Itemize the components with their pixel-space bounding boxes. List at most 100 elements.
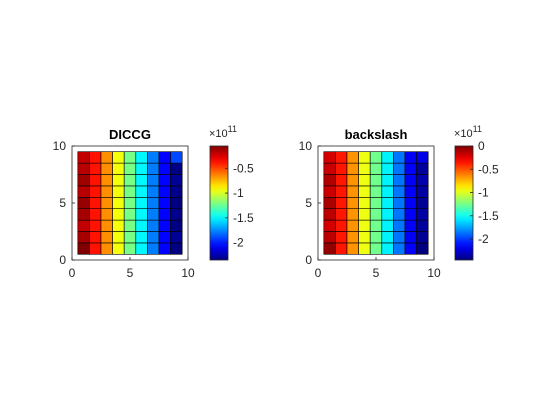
heatmap-cell bbox=[359, 163, 371, 174]
heatmap-cell bbox=[101, 186, 113, 197]
heatmap-cell bbox=[171, 209, 183, 220]
y-tick-label: 5 bbox=[59, 196, 66, 210]
heatmap-cell bbox=[382, 152, 394, 163]
heatmap-cell bbox=[147, 175, 159, 186]
heatmap-cell bbox=[347, 175, 359, 186]
heatmap-cell bbox=[347, 186, 359, 197]
heatmap-cell bbox=[78, 152, 90, 163]
heatmap-cell bbox=[113, 209, 125, 220]
heatmap-cell bbox=[136, 232, 148, 243]
heatmap-cell bbox=[171, 152, 183, 163]
heatmap-cell bbox=[113, 232, 125, 243]
heatmap-cell bbox=[405, 175, 417, 186]
heatmap-cell bbox=[359, 243, 371, 254]
heatmap-cell bbox=[405, 186, 417, 197]
heatmap-cell bbox=[89, 186, 101, 197]
heatmap-cell bbox=[136, 220, 148, 231]
heatmap-cell bbox=[347, 243, 359, 254]
heatmap-cell bbox=[159, 186, 171, 197]
x-tick-label: 10 bbox=[427, 266, 441, 280]
heatmap-cell bbox=[347, 232, 359, 243]
heatmap-cell bbox=[382, 163, 394, 174]
heatmap-cell bbox=[147, 186, 159, 197]
heatmap-cell bbox=[78, 186, 90, 197]
heatmap-cell bbox=[101, 163, 113, 174]
heatmap-cell bbox=[124, 152, 136, 163]
y-tick-label: 10 bbox=[53, 139, 67, 153]
heatmap-cell bbox=[136, 197, 148, 208]
colorbar-exponent: ×1011 bbox=[209, 124, 237, 140]
heatmap-cell bbox=[370, 243, 382, 254]
heatmap-cell bbox=[113, 186, 125, 197]
x-tick-label: 5 bbox=[127, 266, 134, 280]
heatmap-cell bbox=[347, 152, 359, 163]
heatmap-cell bbox=[382, 197, 394, 208]
heatmap-cell bbox=[89, 175, 101, 186]
heatmap-cell bbox=[78, 209, 90, 220]
heatmap-cell bbox=[382, 232, 394, 243]
colorbar-tick-label: -1.5 bbox=[478, 209, 499, 223]
heatmap-cell bbox=[159, 175, 171, 186]
colorbar-exponent-power: 11 bbox=[228, 124, 237, 134]
heatmap-cell bbox=[417, 152, 429, 163]
heatmap-cell bbox=[89, 243, 101, 254]
heatmap-cell bbox=[124, 209, 136, 220]
heatmap-cell bbox=[113, 197, 125, 208]
heatmap-cell bbox=[124, 232, 136, 243]
heatmap-cell bbox=[147, 209, 159, 220]
heatmap-cell bbox=[101, 209, 113, 220]
colorbar-tick-label: -0.5 bbox=[233, 161, 254, 175]
colorbar-tick-label: -2 bbox=[478, 232, 489, 246]
heatmap-cell bbox=[417, 243, 429, 254]
heatmap-cell bbox=[405, 232, 417, 243]
x-tick-label: 5 bbox=[373, 266, 380, 280]
heatmap-cell bbox=[417, 163, 429, 174]
heatmap-cell bbox=[78, 175, 90, 186]
heatmap-cell bbox=[136, 163, 148, 174]
heatmap-cell bbox=[335, 209, 347, 220]
colorbar-exponent-power: 11 bbox=[473, 124, 482, 134]
heatmap-cell bbox=[417, 197, 429, 208]
heatmap-cell bbox=[417, 186, 429, 197]
heatmap-cell bbox=[171, 220, 183, 231]
heatmap-cell bbox=[136, 243, 148, 254]
heatmap-cell bbox=[359, 232, 371, 243]
y-tick-label: 0 bbox=[305, 253, 312, 267]
heatmap-cell bbox=[78, 243, 90, 254]
heatmap-cell bbox=[417, 175, 429, 186]
heatmap-cell bbox=[393, 163, 405, 174]
heatmap-cell bbox=[359, 186, 371, 197]
heatmap-cell bbox=[124, 197, 136, 208]
heatmap-cell bbox=[359, 175, 371, 186]
heatmap-cell bbox=[359, 152, 371, 163]
heatmap-cell bbox=[382, 175, 394, 186]
heatmap-cell bbox=[347, 163, 359, 174]
heatmap-cell bbox=[101, 197, 113, 208]
heatmap-cell bbox=[101, 220, 113, 231]
heatmap-cell bbox=[335, 175, 347, 186]
heatmap-cell bbox=[159, 243, 171, 254]
heatmap-cell bbox=[171, 197, 183, 208]
heatmap-cell bbox=[393, 175, 405, 186]
heatmap-cell bbox=[78, 232, 90, 243]
heatmap-cell bbox=[417, 209, 429, 220]
heatmap-cell bbox=[335, 186, 347, 197]
heatmap-cell bbox=[147, 220, 159, 231]
heatmap-cell bbox=[159, 220, 171, 231]
heatmap-cell bbox=[101, 232, 113, 243]
heatmap-cell bbox=[335, 220, 347, 231]
heatmap-cell bbox=[405, 197, 417, 208]
heatmap-cell bbox=[147, 197, 159, 208]
heatmap-cell bbox=[147, 232, 159, 243]
heatmap-cells bbox=[78, 152, 182, 255]
heatmap-cell bbox=[113, 243, 125, 254]
heatmap-cell bbox=[370, 209, 382, 220]
heatmap-cell bbox=[324, 209, 336, 220]
heatmap-cell bbox=[370, 175, 382, 186]
heatmap-cell bbox=[113, 163, 125, 174]
heatmap-cell bbox=[370, 152, 382, 163]
colorbar-tick-label: -0.5 bbox=[478, 162, 499, 176]
heatmap-cell bbox=[405, 209, 417, 220]
heatmap-cell bbox=[382, 220, 394, 231]
colorbar-exponent-base: ×10 bbox=[454, 128, 473, 140]
